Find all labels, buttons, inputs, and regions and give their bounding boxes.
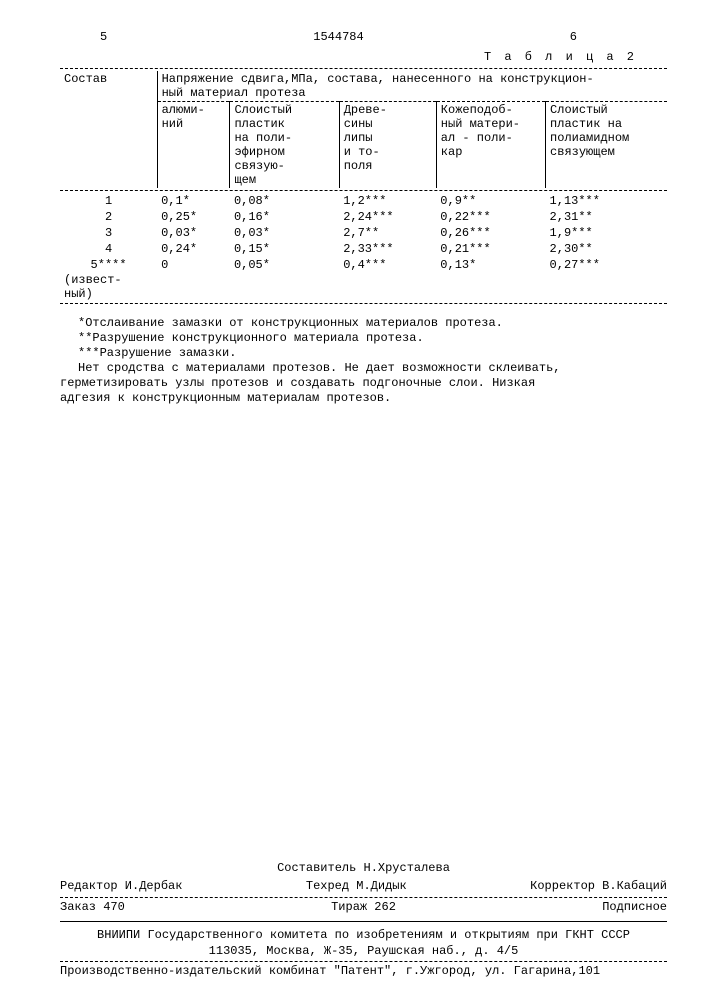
footnotes: *Отслаивание замазки от конструкционных … [60, 316, 667, 406]
table-cell: 0,27*** [546, 257, 667, 273]
table-cell: 0,21*** [436, 241, 545, 257]
footnote-1: *Отслаивание замазки от конструкционных … [60, 316, 667, 331]
table-cell: 2,33*** [339, 241, 436, 257]
col-compose-header: Состав [60, 71, 157, 188]
tirazh: Тираж 262 [331, 900, 396, 916]
table-bottom-border [60, 303, 667, 304]
credit-row-1: Редактор И.Дербак Техред М.Дидык Коррект… [60, 879, 667, 895]
production-line: Производственно-издательский комбинат "П… [60, 964, 667, 980]
table-cell: 0,08* [230, 193, 339, 209]
table-cell: 0 [157, 257, 230, 273]
table-cell: 0,24* [157, 241, 230, 257]
order: Заказ 470 [60, 900, 125, 916]
table-cell: 0,4*** [339, 257, 436, 273]
sub-alum: алюми- ний [157, 102, 230, 189]
table-cell: 0,1* [157, 193, 230, 209]
table-row: 40,24*0,15*2,33***0,21***2,30** [60, 241, 667, 257]
table-cell: 0,22*** [436, 209, 545, 225]
org-line-1: ВНИИПИ Государственного комитета по изоб… [60, 928, 667, 944]
table-row: 20,25*0,16*2,24***0,22***2,31** [60, 209, 667, 225]
credit-row-2: Заказ 470 Тираж 262 Подписное [60, 900, 667, 916]
table-cell: 0,9** [436, 193, 545, 209]
table-cell: 1 [60, 193, 157, 209]
span-header: Напряжение сдвига,МПа, состава, нанесенн… [157, 71, 667, 102]
sub-wood: Древе- сины липы и то- поля [339, 102, 436, 189]
credits-block: Составитель Н.Хрусталева Редактор И.Дерб… [60, 861, 667, 980]
header-row-1: Состав Напряжение сдвига,МПа, состава, н… [60, 71, 667, 102]
left-page-number: 5 [100, 30, 107, 44]
table-mid-border [60, 190, 667, 191]
table-cell: 5**** [60, 257, 157, 273]
right-page-number: 6 [570, 30, 577, 44]
table-cell: 0,26*** [436, 225, 545, 241]
table-label: Т а б л и ц а 2 [60, 50, 667, 64]
table-tail: (извест- ный) [64, 273, 667, 301]
sub-leather: Кожеподоб- ный матери- ал - поли- кар [436, 102, 545, 189]
table-cell: 1,13*** [546, 193, 667, 209]
footnote-2: **Разрушение конструкционного материала … [60, 331, 667, 346]
corrector: Корректор В.Кабаций [530, 879, 667, 895]
table-top-border [60, 68, 667, 69]
table-cell: 0,05* [230, 257, 339, 273]
data-table: Состав Напряжение сдвига,МПа, состава, н… [60, 71, 667, 188]
table-cell: 0,15* [230, 241, 339, 257]
table-cell: 0,16* [230, 209, 339, 225]
table-cell: 0,13* [436, 257, 545, 273]
table-cell: 2,7** [339, 225, 436, 241]
techred: Техред М.Дидык [306, 879, 407, 895]
table-row: 10,1*0,08*1,2***0,9**1,13*** [60, 193, 667, 209]
table-cell: 4 [60, 241, 157, 257]
table-cell: 0,25* [157, 209, 230, 225]
table-cell: 1,9*** [546, 225, 667, 241]
org-line-2: 113035, Москва, Ж-35, Раушская наб., д. … [60, 944, 667, 960]
credits-sep-2 [60, 921, 667, 922]
sub-plast1: Слоистый пластик на поли- эфирном связую… [230, 102, 339, 189]
credits-sep-3 [60, 961, 667, 962]
editor: Редактор И.Дербак [60, 879, 182, 895]
table-row: 5****00,05*0,4***0,13*0,27*** [60, 257, 667, 273]
table-cell: 0,03* [157, 225, 230, 241]
podpisnoe: Подписное [602, 900, 667, 916]
table-cell: 2,31** [546, 209, 667, 225]
table-cell: 0,03* [230, 225, 339, 241]
table-cell: 2,30** [546, 241, 667, 257]
table-row: 30,03*0,03*2,7**0,26***1,9*** [60, 225, 667, 241]
credits-sep-1 [60, 897, 667, 898]
data-rows: 10,1*0,08*1,2***0,9**1,13***20,25*0,16*2… [60, 193, 667, 273]
table-cell: 2 [60, 209, 157, 225]
sub-plast2: Слоистый пластик на полиамидном связующе… [546, 102, 667, 189]
doc-number: 1544784 [313, 30, 363, 44]
footnote-3: ***Разрушение замазки. [60, 346, 667, 361]
compiler: Составитель Н.Хрусталева [60, 861, 667, 877]
footnote-6: адгезия к конструкционным материалам про… [60, 391, 667, 406]
footnote-5: герметизировать узлы протезов и создават… [60, 376, 667, 391]
table-cell: 2,24*** [339, 209, 436, 225]
table-cell: 1,2*** [339, 193, 436, 209]
footnote-4: Нет сродства с материалами протезов. Не … [60, 361, 667, 376]
table-cell: 3 [60, 225, 157, 241]
page-header: 5 1544784 6 [60, 30, 667, 44]
